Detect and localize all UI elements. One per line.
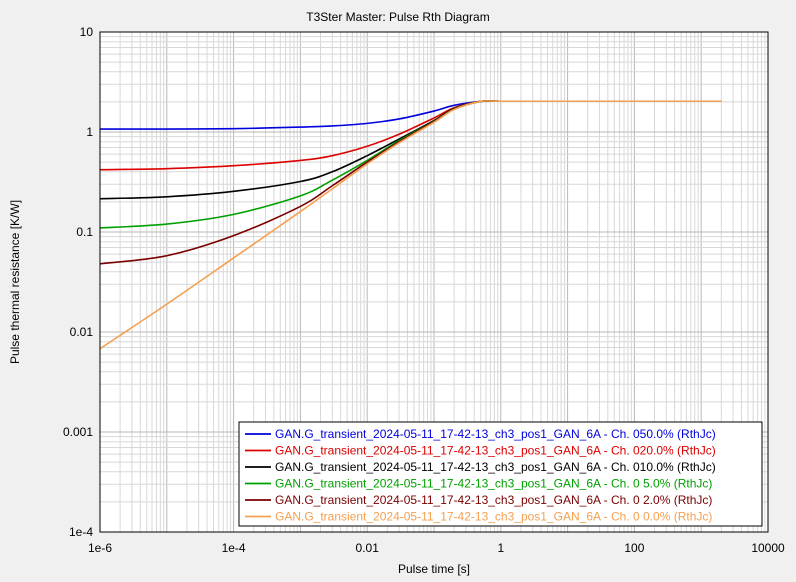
legend-entry: GAN.G_transient_2024-05-11_17-42-13_ch3_… bbox=[275, 460, 716, 474]
y-tick-labels: 1e-4 0.001 0.01 0.1 1 10 bbox=[63, 25, 93, 539]
x-tick-label: 10000 bbox=[751, 541, 785, 555]
x-tick-labels: 1e-6 1e-4 0.01 1 100 10000 bbox=[88, 541, 785, 555]
y-axis-title: Pulse thermal resistance [K/W] bbox=[8, 200, 22, 364]
legend-entry: GAN.G_transient_2024-05-11_17-42-13_ch3_… bbox=[275, 427, 716, 441]
series-line-5 bbox=[99, 100, 722, 350]
y-tick-label: 0.01 bbox=[70, 325, 94, 339]
y-tick-label: 0.1 bbox=[76, 225, 93, 239]
x-tick-label: 0.01 bbox=[356, 541, 380, 555]
legend-entry: GAN.G_transient_2024-05-11_17-42-13_ch3_… bbox=[275, 444, 716, 458]
y-tick-label: 1 bbox=[86, 125, 93, 139]
legend: GAN.G_transient_2024-05-11_17-42-13_ch3_… bbox=[238, 421, 763, 527]
legend-entry: GAN.G_transient_2024-05-11_17-42-13_ch3_… bbox=[275, 510, 712, 524]
plot-border bbox=[99, 31, 769, 533]
chart-title: T3Ster Master: Pulse Rth Diagram bbox=[306, 10, 489, 24]
series-lines bbox=[99, 100, 722, 350]
x-tick-label: 1 bbox=[497, 541, 504, 555]
legend-entry: GAN.G_transient_2024-05-11_17-42-13_ch3_… bbox=[275, 477, 712, 491]
x-tick-label: 1e-6 bbox=[88, 541, 112, 555]
x-axis-title: Pulse time [s] bbox=[398, 562, 470, 576]
legend-box bbox=[238, 421, 763, 527]
y-tick-label: 0.001 bbox=[63, 425, 93, 439]
x-tick-label: 100 bbox=[624, 541, 644, 555]
y-tick-label: 1e-4 bbox=[69, 525, 93, 539]
legend-entry: GAN.G_transient_2024-05-11_17-42-13_ch3_… bbox=[275, 493, 712, 507]
x-tick-label: 1e-4 bbox=[222, 541, 246, 555]
y-tick-label: 10 bbox=[80, 25, 94, 39]
